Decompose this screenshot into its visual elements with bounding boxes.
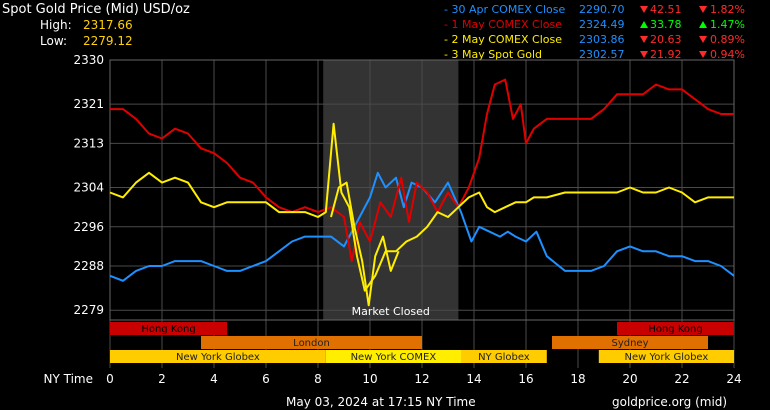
legend-price: 2303.86 bbox=[579, 33, 625, 46]
x-tick-label: 0 bbox=[106, 372, 114, 386]
legend-pct: 1.47% bbox=[710, 18, 745, 31]
plot-frame bbox=[109, 59, 735, 321]
legend-price: 2324.49 bbox=[579, 18, 625, 31]
legend-pct: 0.94% bbox=[710, 48, 745, 61]
session-label: Hong Kong bbox=[141, 324, 195, 335]
legend-price: 2290.70 bbox=[579, 3, 625, 16]
series-line bbox=[330, 181, 400, 307]
market-closed-region bbox=[323, 60, 459, 320]
down-arrow-icon bbox=[699, 51, 707, 58]
down-arrow-icon bbox=[640, 36, 648, 43]
session-label: New York Globex bbox=[624, 352, 708, 363]
down-arrow-icon bbox=[699, 36, 707, 43]
x-tick-label: 24 bbox=[726, 372, 741, 386]
session-bar bbox=[552, 336, 708, 349]
high-value: 2317.66 bbox=[83, 18, 133, 32]
legend-label: - 30 Apr COMEX Close bbox=[444, 3, 565, 16]
x-tick-label: 22 bbox=[674, 372, 689, 386]
up-arrow-icon bbox=[699, 21, 707, 28]
session-bars: Hong Kong Hong Kong London Sydney New York G… bbox=[110, 322, 734, 363]
legend-change: 42.51 bbox=[650, 3, 682, 16]
x-tick-label: 4 bbox=[210, 372, 218, 386]
x-tick-label: 6 bbox=[262, 372, 270, 386]
y-tick-label: 2330 bbox=[73, 53, 104, 67]
y-tick-label: 2296 bbox=[73, 220, 104, 234]
low-value: 2279.12 bbox=[83, 34, 133, 48]
high-label: High: bbox=[40, 18, 72, 32]
session-bar bbox=[110, 322, 227, 335]
legend-pct: 1.82% bbox=[710, 3, 745, 16]
legend: - 30 Apr COMEX Close 2290.70 42.51 1.82% - 1… bbox=[444, 3, 745, 61]
y-tick-label: 2279 bbox=[73, 303, 104, 317]
x-tick-label: 14 bbox=[466, 372, 481, 386]
session-bar bbox=[598, 350, 734, 363]
series-line bbox=[110, 78, 734, 263]
session-label: New York COMEX bbox=[351, 352, 437, 363]
chart-grid bbox=[109, 59, 735, 368]
session-label: New York Globex bbox=[176, 352, 260, 363]
chart-series bbox=[109, 78, 735, 307]
y-tick-label: 2321 bbox=[73, 97, 104, 111]
session-label: London bbox=[293, 338, 330, 349]
session-bar bbox=[201, 336, 422, 349]
x-axis-label: NY Time bbox=[44, 372, 94, 386]
down-arrow-icon bbox=[699, 6, 707, 13]
legend-pct: 0.89% bbox=[710, 33, 745, 46]
legend-label: - 2 May COMEX Close bbox=[444, 33, 562, 46]
footer-source: goldprice.org (mid) bbox=[612, 395, 727, 409]
legend-label: - 1 May COMEX Close bbox=[444, 18, 562, 31]
x-tick-label: 20 bbox=[622, 372, 637, 386]
x-tick-label: 2 bbox=[158, 372, 166, 386]
up-arrow-icon bbox=[640, 21, 648, 28]
market-closed-label: Market Closed bbox=[352, 305, 430, 318]
y-tick-label: 2304 bbox=[73, 181, 104, 195]
x-tick-label: 12 bbox=[414, 372, 429, 386]
session-bar bbox=[110, 350, 326, 363]
session-label: Hong Kong bbox=[648, 324, 702, 335]
session-label: Sydney bbox=[611, 338, 648, 349]
legend-change: 33.78 bbox=[650, 18, 682, 31]
session-label: NY Globex bbox=[478, 352, 530, 363]
legend-price: 2302.57 bbox=[579, 48, 625, 61]
down-arrow-icon bbox=[640, 51, 648, 58]
x-tick-label: 16 bbox=[518, 372, 533, 386]
legend-change: 20.63 bbox=[650, 33, 682, 46]
series-line bbox=[109, 122, 734, 292]
chart-title: Spot Gold Price (Mid) USD/oz bbox=[2, 2, 190, 17]
x-tick-label: 10 bbox=[362, 372, 377, 386]
low-label: Low: bbox=[40, 34, 68, 48]
y-tick-label: 2313 bbox=[73, 136, 104, 150]
legend-change: 21.92 bbox=[650, 48, 682, 61]
session-bar bbox=[617, 322, 734, 335]
y-tick-label: 2288 bbox=[73, 259, 104, 273]
legend-label: - 3 May Spot Gold bbox=[444, 48, 542, 61]
session-bar bbox=[461, 350, 547, 363]
x-tick-label: 8 bbox=[314, 372, 322, 386]
footer-timestamp: May 03, 2024 at 17:15 NY Time bbox=[286, 395, 476, 409]
session-bar bbox=[325, 350, 461, 363]
x-tick-label: 18 bbox=[570, 372, 585, 386]
down-arrow-icon bbox=[640, 6, 648, 13]
